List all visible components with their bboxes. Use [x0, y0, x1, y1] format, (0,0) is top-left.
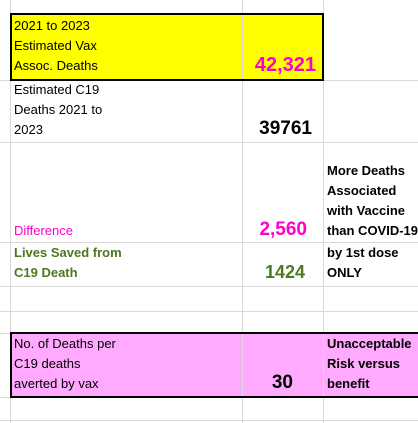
grid-row-line — [0, 286, 418, 287]
note-risk-line-2[interactable]: Risk versus — [327, 356, 400, 371]
grid-column-line — [323, 0, 324, 423]
grid-row-line — [0, 311, 418, 312]
grid-row-line — [0, 420, 418, 421]
grid-row-line — [0, 242, 418, 243]
note-risk-line-3[interactable]: benefit — [327, 376, 370, 391]
cell-vax-deaths-value[interactable]: 42,321 — [254, 54, 316, 76]
note-risk-line-1[interactable]: Unacceptable — [327, 336, 412, 351]
cell-c19-deaths-label-line-3[interactable]: 2023 — [14, 122, 43, 137]
note-more-deaths-line-5[interactable]: by 1st dose — [327, 245, 399, 260]
note-more-deaths-line-3[interactable]: with Vaccine — [327, 203, 406, 218]
note-more-deaths-line-1[interactable]: More Deaths — [327, 163, 406, 178]
cell-deaths-per-averted-value[interactable]: 30 — [271, 372, 293, 393]
cell-vax-deaths-label-line-3[interactable]: Assoc. Deaths — [14, 58, 98, 73]
pink-highlight-range — [11, 333, 418, 397]
cell-deaths-per-averted-label-line-2[interactable]: C19 deaths — [14, 356, 81, 371]
note-more-deaths-line-6[interactable]: ONLY — [327, 265, 362, 280]
cell-deaths-per-averted-label-line-1[interactable]: No. of Deaths per — [14, 336, 116, 351]
yellow-highlight-range — [11, 14, 323, 80]
grid-column-line — [10, 0, 11, 423]
note-more-deaths-line-4[interactable]: than COVID-19 — [327, 223, 418, 238]
cell-lives-saved-value[interactable]: 1424 — [264, 262, 305, 282]
cell-c19-deaths-value[interactable]: 39761 — [259, 118, 312, 139]
cell-lives-saved-label-line-2[interactable]: C19 Death — [14, 265, 78, 280]
cell-deaths-per-averted-label-line-3[interactable]: averted by vax — [14, 376, 99, 391]
cell-c19-deaths-label-line-1[interactable]: Estimated C19 — [14, 82, 100, 97]
cell-difference-label[interactable]: Difference — [14, 223, 74, 238]
cell-c19-deaths-label-line-2[interactable]: Deaths 2021 to — [14, 102, 103, 117]
cell-vax-deaths-label-line-2[interactable]: Estimated Vax — [14, 38, 97, 53]
cell-difference-value[interactable]: 2,560 — [259, 219, 307, 240]
grid-row-line — [0, 397, 418, 398]
cell-lives-saved-label-line-1[interactable]: Lives Saved from — [14, 245, 122, 260]
grid-column-line — [242, 0, 243, 423]
grid-row-line — [0, 142, 418, 143]
note-more-deaths-line-2[interactable]: Associated — [327, 183, 397, 198]
cell-vax-deaths-label-line-1[interactable]: 2021 to 2023 — [14, 18, 90, 33]
